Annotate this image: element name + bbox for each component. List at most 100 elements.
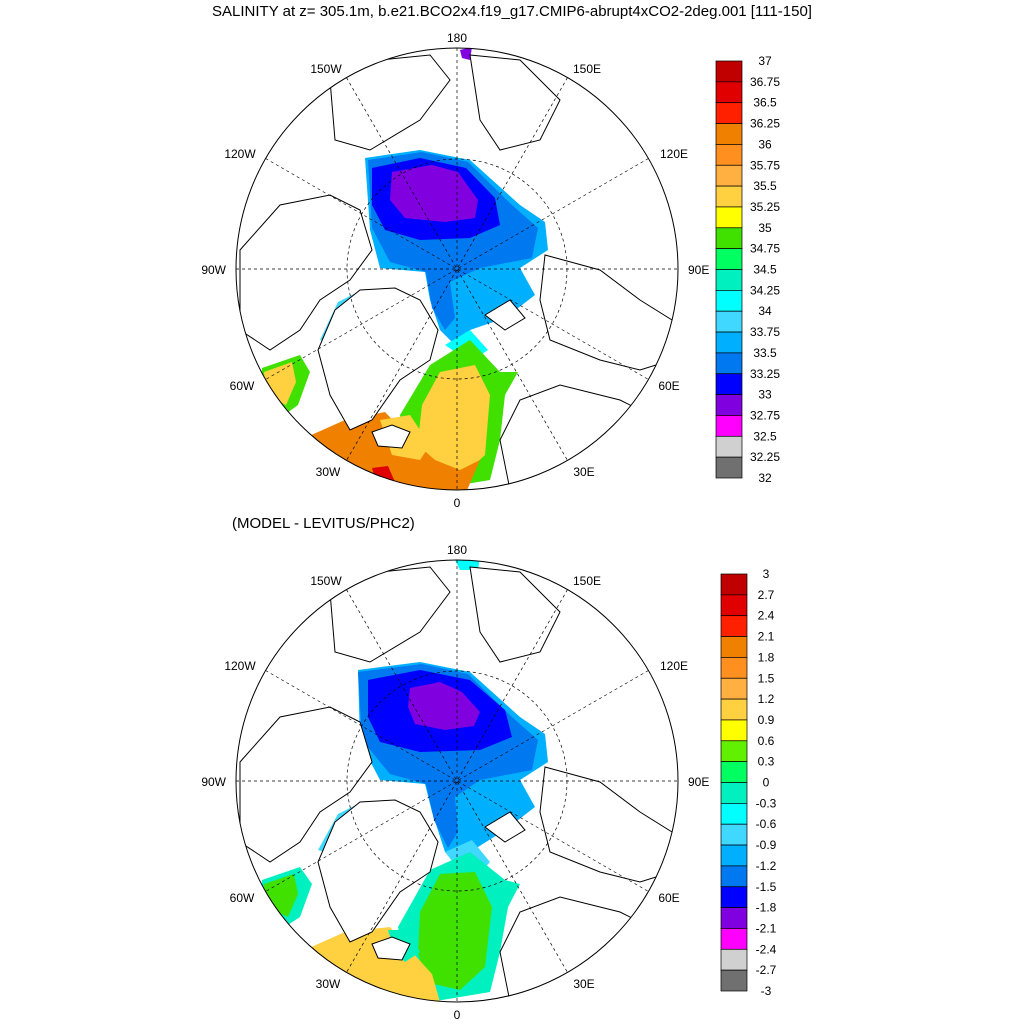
colorbar-swatch: [715, 81, 743, 104]
colorbar-label: 34.5: [753, 263, 777, 277]
map-boundary: [235, 47, 679, 491]
plot-title: SALINITY at z= 305.1m, b.e21.BCO2x4.f19_…: [212, 3, 812, 20]
greenland-outline: [317, 287, 439, 431]
colorbar-label: -3: [761, 984, 772, 998]
lon-label-150e: 150E: [573, 574, 601, 588]
alaska-outline: [329, 566, 451, 663]
svalbard-outline: [484, 299, 526, 331]
lon-label-60e: 60E: [658, 379, 679, 393]
colorbar-label: 35.25: [750, 200, 780, 214]
colorbar-label: 0: [763, 776, 770, 790]
alaska-outline: [329, 54, 451, 151]
colorbar-label: 36: [758, 137, 772, 151]
colorbar-swatch: [720, 698, 748, 721]
colorbar-label: 36.75: [750, 75, 780, 89]
colorbar-swatch: [720, 677, 748, 700]
colorbar-label: 1.2: [758, 692, 775, 706]
greenland-outline: [317, 799, 439, 943]
lon-label-30w: 30W: [316, 977, 341, 991]
salinity-map-top: 180 0 90W 90E 150W 120W 150E 120E 60W 30…: [201, 31, 780, 510]
iceland-outline: [371, 936, 411, 961]
colorbar-swatch: [720, 823, 748, 846]
canada-archipelago-outline: [239, 706, 373, 863]
lon-label-60w: 60W: [230, 891, 255, 905]
colorbar-swatch: [715, 144, 743, 166]
lon-label-120w: 120W: [224, 147, 256, 161]
colorbar-label: -2.1: [756, 921, 777, 935]
colorbar-top: 37 36.75 36.5 36.25 36 35.75 35.5 35.25 35 34.75 3…: [715, 54, 780, 485]
lon-label-30e: 30E: [573, 977, 594, 991]
colorbar-label: 33: [758, 388, 772, 402]
colorbar-swatch: [715, 269, 743, 291]
colorbar-label: -1.5: [756, 880, 777, 894]
lon-label-90w: 90W: [201, 263, 226, 277]
colorbar-swatch: [720, 969, 748, 992]
colorbar-swatch: [715, 227, 743, 250]
colorbar-label: 34.75: [750, 242, 780, 256]
lon-label-30e: 30E: [573, 465, 594, 479]
chukotka-outline: [469, 566, 561, 663]
lon-label-90e: 90E: [688, 775, 709, 789]
lon-label-30w: 30W: [316, 465, 341, 479]
colorbar-swatch: [720, 657, 748, 679]
colorbar-label: 36.5: [753, 96, 777, 110]
colorbar-swatch: [715, 415, 743, 437]
colorbar-swatch: [715, 185, 743, 208]
colorbar-label: 33.75: [750, 325, 780, 339]
nordic-core: [418, 872, 492, 990]
colorbar-swatch: [715, 164, 743, 187]
lon-label-60e: 60E: [658, 891, 679, 905]
canada-basin-core: [390, 165, 478, 222]
colorbar-swatch: [715, 102, 743, 124]
colorbar-swatch: [715, 331, 743, 354]
colorbar-swatch: [720, 615, 748, 637]
lon-label-150e: 150E: [573, 62, 601, 76]
colorbar-label: 33.25: [750, 367, 780, 381]
colorbar-swatch: [720, 803, 748, 825]
colorbar-swatch: [715, 310, 743, 333]
lon-label-120e: 120E: [660, 147, 688, 161]
colorbar-label: -1.2: [756, 859, 777, 873]
colorbar-bottom: 3 2.7 2.4 2.1 1.8 1.5 1.2 0.9 0.6 0.3 0 -0.3 -0.6 -0.…: [720, 567, 777, 998]
colorbar-label: 35.5: [753, 179, 777, 193]
lon-label-60w: 60W: [230, 379, 255, 393]
colorbar-swatch: [720, 761, 748, 783]
colorbar-swatch: [715, 373, 743, 395]
colorbar-label: 36.25: [750, 117, 780, 131]
colorbar-label: 32.25: [750, 450, 780, 464]
colorbar-label: 1.5: [758, 671, 775, 685]
colorbar-swatch: [720, 573, 748, 596]
lon-label-120e: 120E: [660, 659, 688, 673]
nordic-yellow: [418, 365, 490, 478]
colorbar-label: 33.5: [753, 346, 777, 360]
lon-label-180: 180: [447, 31, 467, 45]
lon-label-0: 0: [454, 1008, 461, 1022]
colorbar-label: 2.4: [758, 609, 775, 623]
colorbar-label: 3: [763, 567, 770, 581]
lon-label-180: 180: [447, 543, 467, 557]
colorbar-label: 32: [758, 471, 772, 485]
siberia-outline: [539, 766, 673, 883]
colorbar-swatch: [715, 206, 743, 229]
canada-basin-core: [408, 682, 480, 730]
colorbar-swatch: [715, 60, 743, 83]
colorbar-label: 37: [758, 54, 772, 68]
colorbar-swatch: [720, 782, 748, 804]
lon-label-0: 0: [454, 496, 461, 510]
colorbar-swatch: [720, 886, 748, 908]
colorbar-label: 0.3: [758, 755, 775, 769]
colorbar-label: -0.6: [756, 817, 777, 831]
bering-field: [460, 48, 472, 60]
colorbar-swatch: [720, 844, 748, 867]
colorbar-swatch: [720, 928, 748, 950]
colorbar-swatch: [715, 394, 743, 416]
colorbar-label: 0.9: [758, 713, 775, 727]
colorbar-label: -0.9: [756, 838, 777, 852]
siberia-outline: [539, 254, 673, 371]
lon-label-90e: 90E: [688, 263, 709, 277]
colorbar-swatch: [715, 435, 743, 458]
colorbar-label: 32.5: [753, 429, 777, 443]
colorbar-swatch: [720, 907, 748, 929]
colorbar-swatch: [720, 719, 748, 742]
colorbar-label: -1.8: [756, 901, 777, 915]
